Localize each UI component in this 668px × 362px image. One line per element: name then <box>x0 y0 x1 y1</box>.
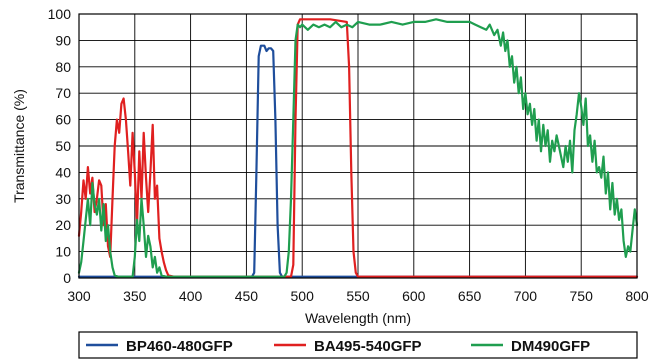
y-tick-label: 60 <box>55 112 71 128</box>
legend-items: BP460-480GFP BA495-540GFP DM490GFP <box>86 338 590 355</box>
x-tick-label: 300 <box>67 288 91 304</box>
y-axis-title: Transmittance (%) <box>11 89 27 203</box>
y-tick-label: 20 <box>55 217 71 233</box>
y-tick-label: 50 <box>55 138 71 154</box>
plot-area-frame <box>78 13 638 279</box>
legend-label: BA495-540GFP <box>314 338 422 355</box>
x-tick-label: 600 <box>402 288 426 304</box>
legend-label: BP460-480GFP <box>126 338 233 355</box>
legend-box <box>78 331 638 359</box>
series-line-2 <box>77 18 639 278</box>
legend: BP460-480GFP BA495-540GFP DM490GFP <box>78 331 638 359</box>
x-tick-label: 400 <box>179 288 203 304</box>
y-tick-label: 100 <box>48 6 72 22</box>
y-tick-label: 40 <box>55 164 71 180</box>
y-tick-label: 90 <box>55 32 71 48</box>
y-axis-ticks: 0 10 20 30 40 50 60 70 80 90 100 <box>48 6 72 286</box>
x-tick-label: 450 <box>235 288 259 304</box>
x-tick-label: 500 <box>291 288 315 304</box>
y-tick-label: 30 <box>55 191 71 207</box>
x-tick-label: 350 <box>123 288 147 304</box>
series-lines <box>77 18 639 278</box>
x-axis-ticks: 300 350 400 450 500 550 600 650 700 750 800 <box>67 288 649 304</box>
y-tick-label: 70 <box>55 85 71 101</box>
y-tick-label: 80 <box>55 59 71 75</box>
x-tick-label: 650 <box>458 288 482 304</box>
y-tick-label: 10 <box>55 244 71 260</box>
legend-label: DM490GFP <box>511 338 590 355</box>
y-tick-label: 0 <box>63 270 71 286</box>
x-tick-label: 700 <box>514 288 538 304</box>
x-tick-label: 750 <box>570 288 594 304</box>
x-tick-label: 550 <box>346 288 370 304</box>
series-line-0 <box>77 44 639 278</box>
series-line-1 <box>77 18 639 278</box>
x-axis-title: Wavelength (nm) <box>305 310 411 326</box>
x-tick-label: 800 <box>625 288 649 304</box>
